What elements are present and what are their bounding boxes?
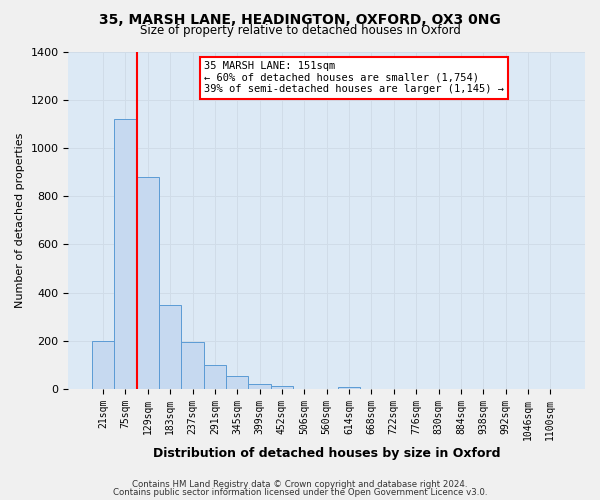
Y-axis label: Number of detached properties: Number of detached properties bbox=[15, 132, 25, 308]
Text: 35, MARSH LANE, HEADINGTON, OXFORD, OX3 0NG: 35, MARSH LANE, HEADINGTON, OXFORD, OX3 … bbox=[99, 12, 501, 26]
Bar bbox=[204, 365, 226, 389]
Text: Size of property relative to detached houses in Oxford: Size of property relative to detached ho… bbox=[140, 24, 460, 37]
Text: 35 MARSH LANE: 151sqm
← 60% of detached houses are smaller (1,754)
39% of semi-d: 35 MARSH LANE: 151sqm ← 60% of detached … bbox=[204, 61, 504, 94]
Bar bbox=[271, 386, 293, 389]
Bar bbox=[226, 376, 248, 389]
Bar bbox=[114, 119, 137, 389]
Bar bbox=[92, 341, 114, 389]
Text: Contains public sector information licensed under the Open Government Licence v3: Contains public sector information licen… bbox=[113, 488, 487, 497]
Bar bbox=[338, 387, 360, 389]
Bar bbox=[181, 342, 204, 389]
Bar bbox=[159, 305, 181, 389]
Text: Contains HM Land Registry data © Crown copyright and database right 2024.: Contains HM Land Registry data © Crown c… bbox=[132, 480, 468, 489]
X-axis label: Distribution of detached houses by size in Oxford: Distribution of detached houses by size … bbox=[153, 447, 500, 460]
Bar bbox=[137, 177, 159, 389]
Bar bbox=[248, 384, 271, 389]
